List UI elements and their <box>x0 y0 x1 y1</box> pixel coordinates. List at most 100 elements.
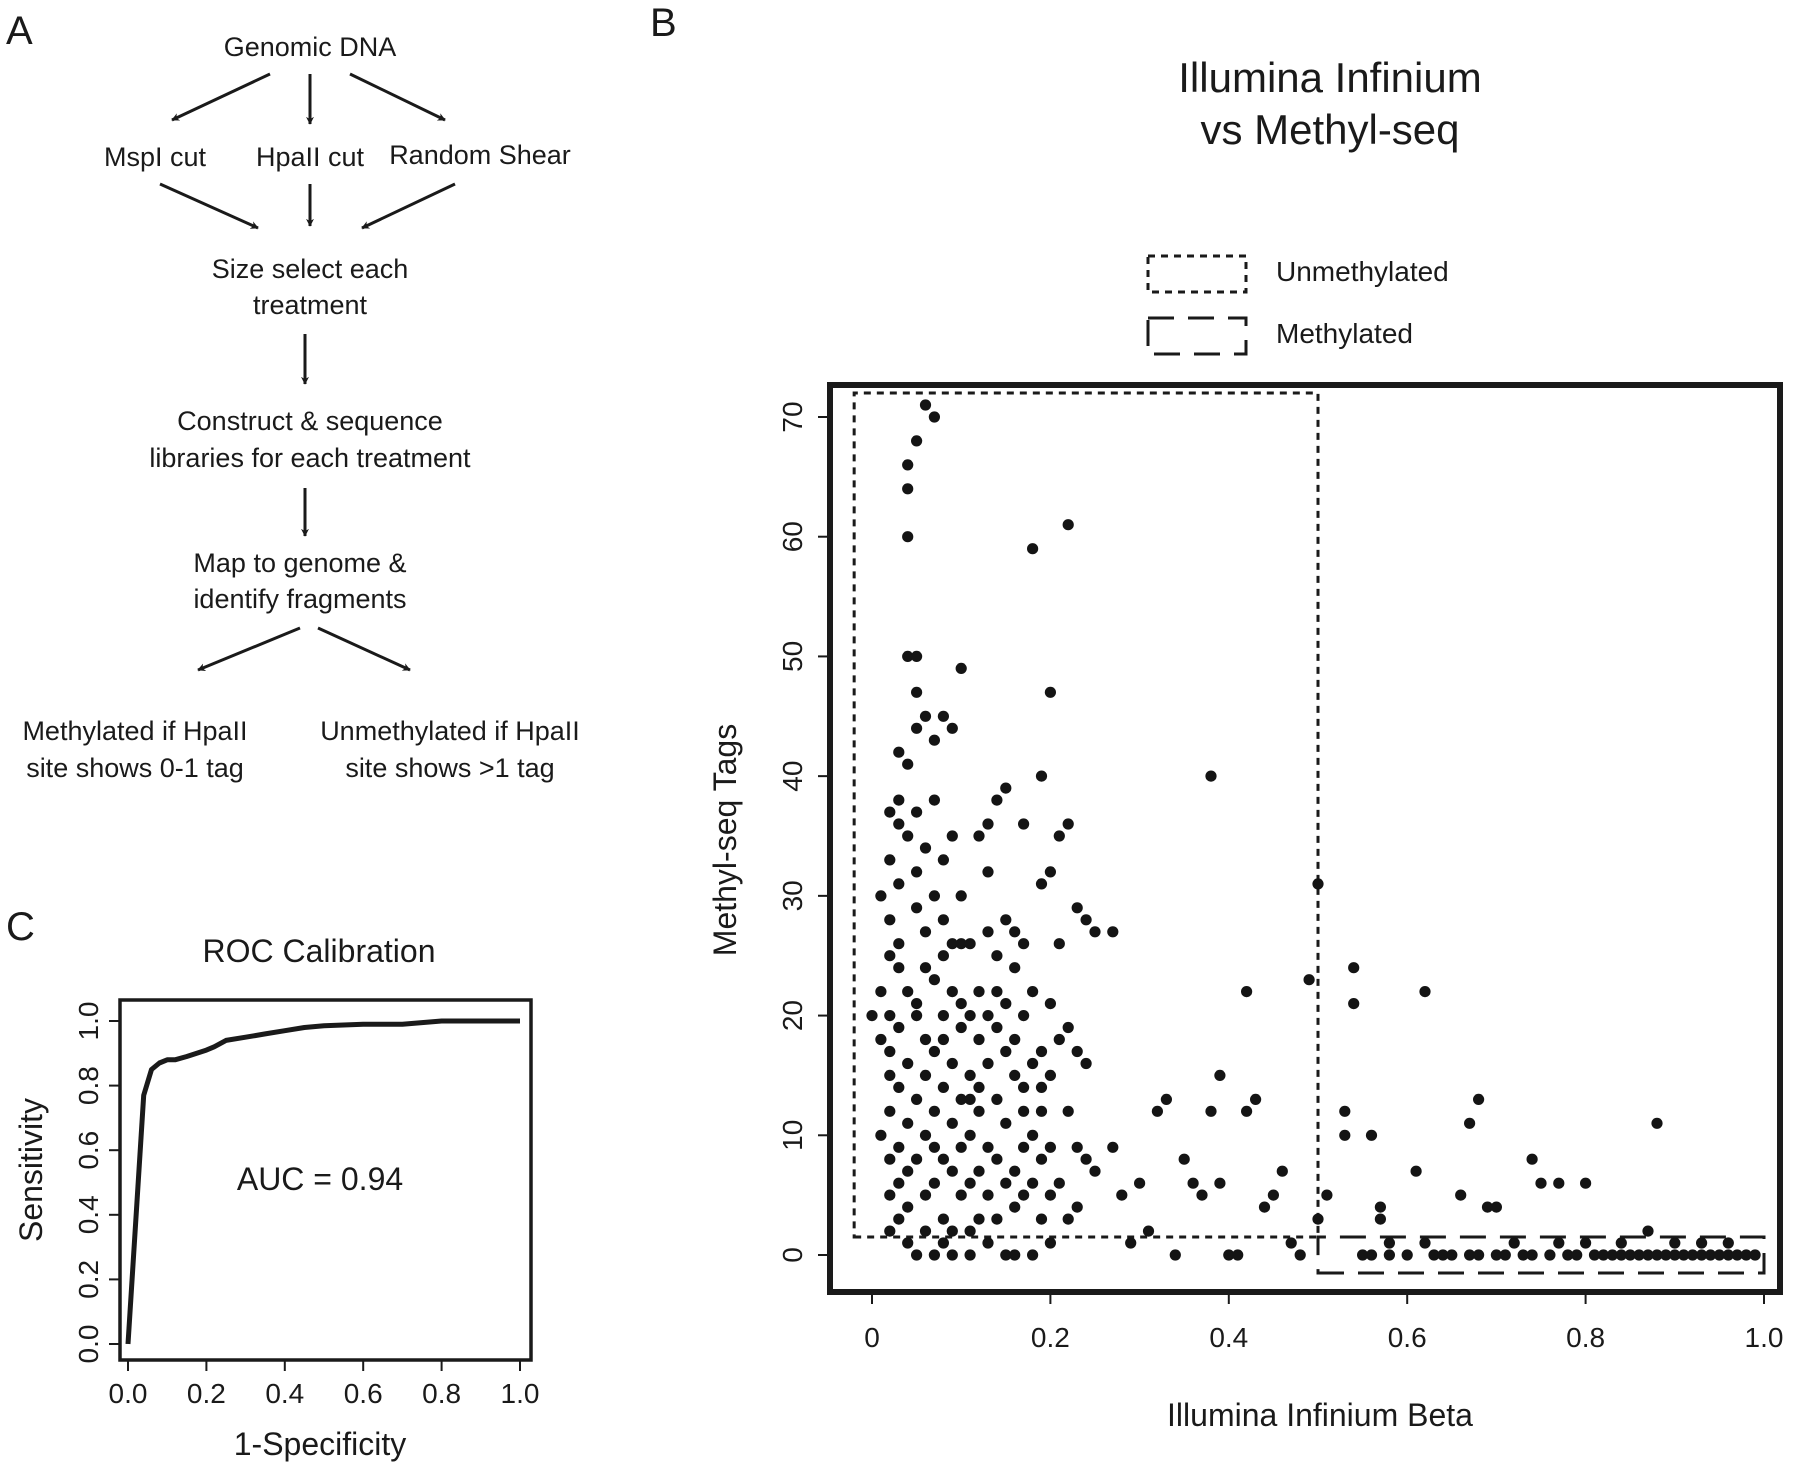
scatter-point <box>884 1225 896 1237</box>
scatter-point <box>1464 1117 1476 1129</box>
scatter-point <box>1107 926 1119 938</box>
scatter-point <box>902 1057 914 1070</box>
scatter-point <box>1651 1249 1663 1261</box>
scatter-point <box>919 1129 932 1141</box>
scatter-point <box>1035 1045 1048 1058</box>
scatter-point <box>1294 1249 1306 1261</box>
scatter-point <box>1374 1213 1386 1225</box>
scatter-point <box>1035 1213 1048 1225</box>
scatter-point <box>902 1165 914 1177</box>
scatter-point <box>1267 1189 1279 1201</box>
roc-plot-frame <box>118 998 533 1362</box>
scatter-point <box>937 710 950 722</box>
scatter-point <box>1731 1249 1743 1261</box>
scatter-point <box>902 1237 914 1249</box>
scatter-point <box>911 1010 923 1022</box>
scatter-point <box>893 1021 905 1034</box>
scatter-point <box>1526 1153 1538 1165</box>
scatter-point <box>964 1069 976 1081</box>
scatter-point <box>991 1213 1003 1225</box>
scatter-x-tick-label: 1.0 <box>1745 1322 1784 1353</box>
scatter-point <box>991 1153 1003 1165</box>
scatter-point <box>982 1141 994 1153</box>
scatter-point <box>911 1093 923 1105</box>
roc-y-tick-label: 0.6 <box>73 1131 104 1170</box>
scatter-point <box>1374 1201 1386 1213</box>
scatter-point <box>937 1153 950 1165</box>
scatter-point <box>1321 1189 1333 1201</box>
flow-arrow-mspi-size <box>159 182 259 230</box>
scatter-point <box>1713 1249 1725 1261</box>
scatter-point <box>946 1249 958 1261</box>
flow-arrow-root-mspi <box>171 72 271 122</box>
scatter-point <box>1597 1249 1609 1261</box>
scatter-point <box>1339 1129 1351 1141</box>
scatter-point <box>1080 1057 1092 1070</box>
scatter-y-tick-label: 10 <box>777 1120 808 1151</box>
scatter-point <box>1348 962 1360 974</box>
scatter-point <box>1044 866 1056 878</box>
scatter-y-tick-label: 0 <box>777 1247 808 1263</box>
scatter-point <box>955 662 967 675</box>
scatter-point <box>1535 1177 1547 1189</box>
panel-label-b: B <box>650 1 677 45</box>
scatter-point <box>1009 926 1021 938</box>
scatter-point <box>1000 1045 1012 1058</box>
scatter-y-tick-label: 60 <box>777 521 808 552</box>
scatter-point <box>884 1069 896 1081</box>
scatter-point <box>1223 1249 1235 1261</box>
scatter-legend: Unmethylated Methylated <box>1146 254 1449 356</box>
scatter-point <box>1035 878 1048 890</box>
scatter-point <box>1464 1249 1476 1261</box>
scatter-point <box>1000 998 1012 1010</box>
flow-size-select-line1: Size select each <box>212 254 409 284</box>
scatter-point <box>911 1153 923 1165</box>
scatter-point <box>964 1093 976 1105</box>
scatter-point <box>1696 1249 1708 1261</box>
scatter-point <box>902 531 914 543</box>
roc-y-axis: 0.0 0.2 0.4 0.6 0.8 1.0 <box>73 1002 120 1363</box>
scatter-point <box>911 686 923 698</box>
scatter-point <box>1134 1177 1146 1189</box>
scatter-point <box>1508 1237 1520 1249</box>
scatter-point <box>919 962 932 974</box>
scatter-point <box>1009 1069 1021 1081</box>
scatter-point <box>991 950 1003 962</box>
scatter-point <box>893 962 905 974</box>
scatter-point <box>946 830 958 842</box>
scatter-point <box>1062 1021 1074 1034</box>
scatter-point <box>982 1189 994 1201</box>
roc-y-tick-label: 0.8 <box>73 1066 104 1105</box>
scatter-point <box>893 1177 905 1189</box>
scatter-point <box>902 986 914 998</box>
scatter-point <box>893 938 905 950</box>
scatter-title-line2: vs Methyl-seq <box>1200 106 1459 153</box>
scatter-point <box>1437 1249 1449 1261</box>
scatter-point <box>893 1213 905 1225</box>
scatter-point <box>902 1117 914 1129</box>
scatter-point <box>991 794 1003 806</box>
scatter-point <box>1018 1010 1030 1022</box>
roc-y-tick-label: 1.0 <box>73 1002 104 1041</box>
scatter-y-tick-label: 30 <box>777 880 808 911</box>
scatter-point <box>1383 1249 1395 1261</box>
scatter-point <box>1517 1249 1529 1261</box>
scatter-point <box>946 1225 958 1237</box>
scatter-point <box>1071 1045 1083 1058</box>
flow-root-node: Genomic DNA <box>224 32 397 62</box>
scatter-point <box>946 1117 958 1129</box>
scatter-point <box>1178 1153 1190 1165</box>
scatter-point <box>1053 1033 1065 1046</box>
scatter-point <box>928 734 941 746</box>
scatter-point <box>1553 1237 1565 1249</box>
scatter-point <box>1615 1249 1627 1261</box>
scatter-point <box>875 1129 887 1141</box>
scatter-point <box>1481 1201 1494 1213</box>
scatter-point <box>964 1249 976 1261</box>
scatter-point <box>1000 1117 1012 1129</box>
scatter-point <box>1053 830 1065 842</box>
flow-map-line2: identify fragments <box>193 584 406 614</box>
scatter-point <box>1009 1201 1021 1213</box>
scatter-point <box>911 650 923 663</box>
